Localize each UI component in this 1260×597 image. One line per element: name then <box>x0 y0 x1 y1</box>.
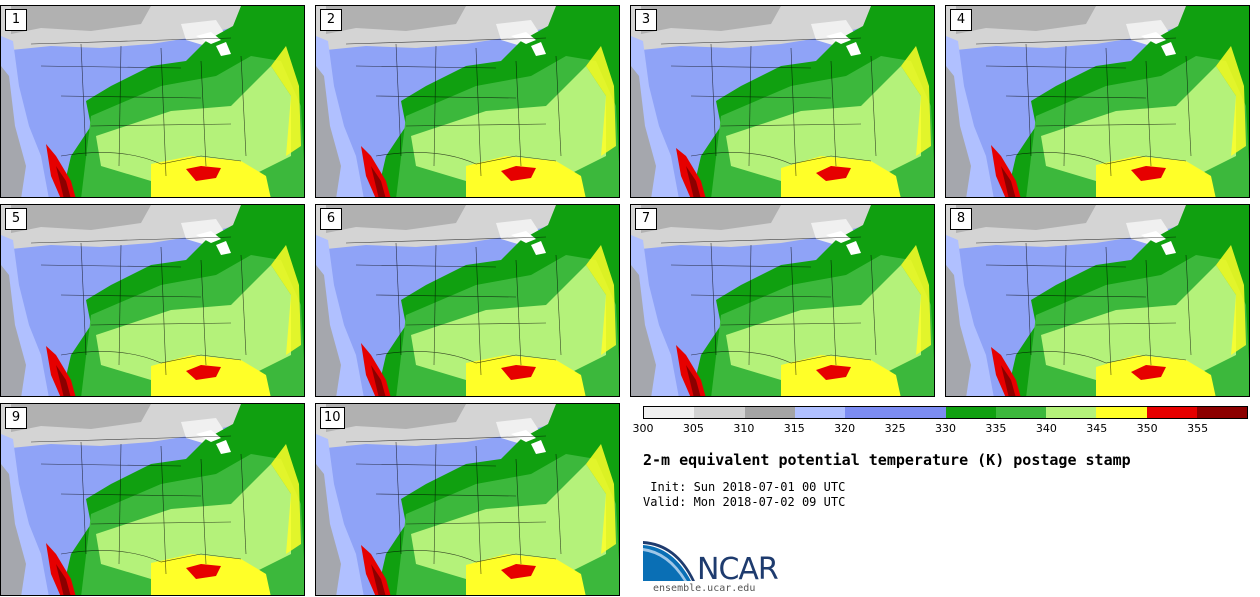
member-number: 7 <box>635 208 657 230</box>
member-number: 6 <box>320 208 342 230</box>
ensemble-member-panel: 2 <box>315 5 620 198</box>
colorbar-swatch <box>1146 407 1197 418</box>
theta-e-map <box>316 6 619 197</box>
ensemble-member-panel: 9 <box>0 403 305 596</box>
colorbar-swatch <box>644 407 695 418</box>
theta-e-map <box>1 404 304 595</box>
colorbar-tick-label: 310 <box>733 422 755 435</box>
colorbar-swatch <box>845 407 896 418</box>
theta-e-map <box>946 205 1249 396</box>
member-number: 9 <box>5 407 27 429</box>
ensemble-member-panel: 3 <box>630 5 935 198</box>
colorbar-tick-label: 320 <box>834 422 856 435</box>
colorbar-tick-label: 345 <box>1086 422 1108 435</box>
theta-e-map <box>316 205 619 396</box>
colorbar-swatch <box>995 407 1046 418</box>
colorbar-swatch <box>794 407 845 418</box>
ncar-logo-text: NCAR <box>697 552 779 587</box>
ensemble-member-panel: 7 <box>630 204 935 397</box>
colorbar-tick-label: 350 <box>1136 422 1158 435</box>
figure-title: 2-m equivalent potential temperature (K)… <box>643 451 1131 469</box>
ensemble-member-panel: 5 <box>0 204 305 397</box>
colorbar-swatch <box>1096 407 1147 418</box>
ensemble-member-panel: 4 <box>945 5 1250 198</box>
colorbar-tick-label: 330 <box>935 422 956 435</box>
colorbar-swatch <box>694 407 745 418</box>
colorbar-ticks: 300 305 310 315 320 325 330 335 340 345 350 355 <box>633 422 1248 438</box>
theta-e-map <box>1 6 304 197</box>
colorbar <box>643 406 1248 419</box>
ensemble-member-panel: 8 <box>945 204 1250 397</box>
member-number: 5 <box>5 208 27 230</box>
colorbar-tick-label: 340 <box>1035 422 1057 435</box>
member-number: 10 <box>320 407 345 429</box>
ncar-logo-icon <box>643 541 695 581</box>
theta-e-map <box>316 404 619 595</box>
website-label: ensemble.ucar.edu <box>653 583 756 594</box>
colorbar-swatch <box>895 407 946 418</box>
theta-e-map <box>1 205 304 396</box>
theta-e-map <box>946 6 1249 197</box>
colorbar-tick-label: 355 <box>1187 422 1209 435</box>
colorbar-swatch <box>1046 407 1097 418</box>
colorbar-swatch <box>744 407 795 418</box>
ensemble-member-panel: 10 <box>315 403 620 596</box>
ensemble-member-panel: 1 <box>0 5 305 198</box>
member-number: 2 <box>320 9 342 31</box>
colorbar-swatch <box>1196 407 1247 418</box>
theta-e-map <box>631 6 934 197</box>
theta-e-map <box>631 205 934 396</box>
member-number: 8 <box>950 208 972 230</box>
colorbar-tick-label: 335 <box>985 422 1007 435</box>
colorbar-tick-label: 315 <box>783 422 805 435</box>
ensemble-member-panel: 6 <box>315 204 620 397</box>
colorbar-tick-label: 305 <box>682 422 704 435</box>
member-number: 1 <box>5 9 27 31</box>
colorbar-tick-label: 325 <box>884 422 906 435</box>
valid-time: Valid: Mon 2018-07-02 09 UTC <box>643 495 846 509</box>
colorbar-tick-label: 300 <box>632 422 654 435</box>
colorbar-swatch <box>945 407 996 418</box>
init-time: Init: Sun 2018-07-01 00 UTC <box>643 480 846 494</box>
member-number: 3 <box>635 9 657 31</box>
member-number: 4 <box>950 9 972 31</box>
